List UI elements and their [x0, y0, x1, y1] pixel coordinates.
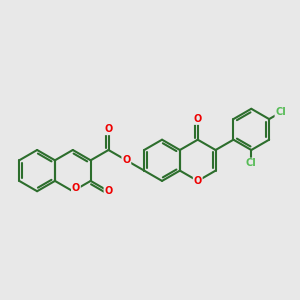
Text: O: O — [104, 186, 112, 196]
Text: O: O — [194, 114, 202, 124]
Text: Cl: Cl — [275, 107, 286, 117]
Text: Cl: Cl — [246, 158, 257, 168]
Text: O: O — [194, 176, 202, 186]
Text: O: O — [72, 183, 80, 193]
Text: O: O — [122, 155, 130, 165]
Text: O: O — [104, 124, 112, 134]
